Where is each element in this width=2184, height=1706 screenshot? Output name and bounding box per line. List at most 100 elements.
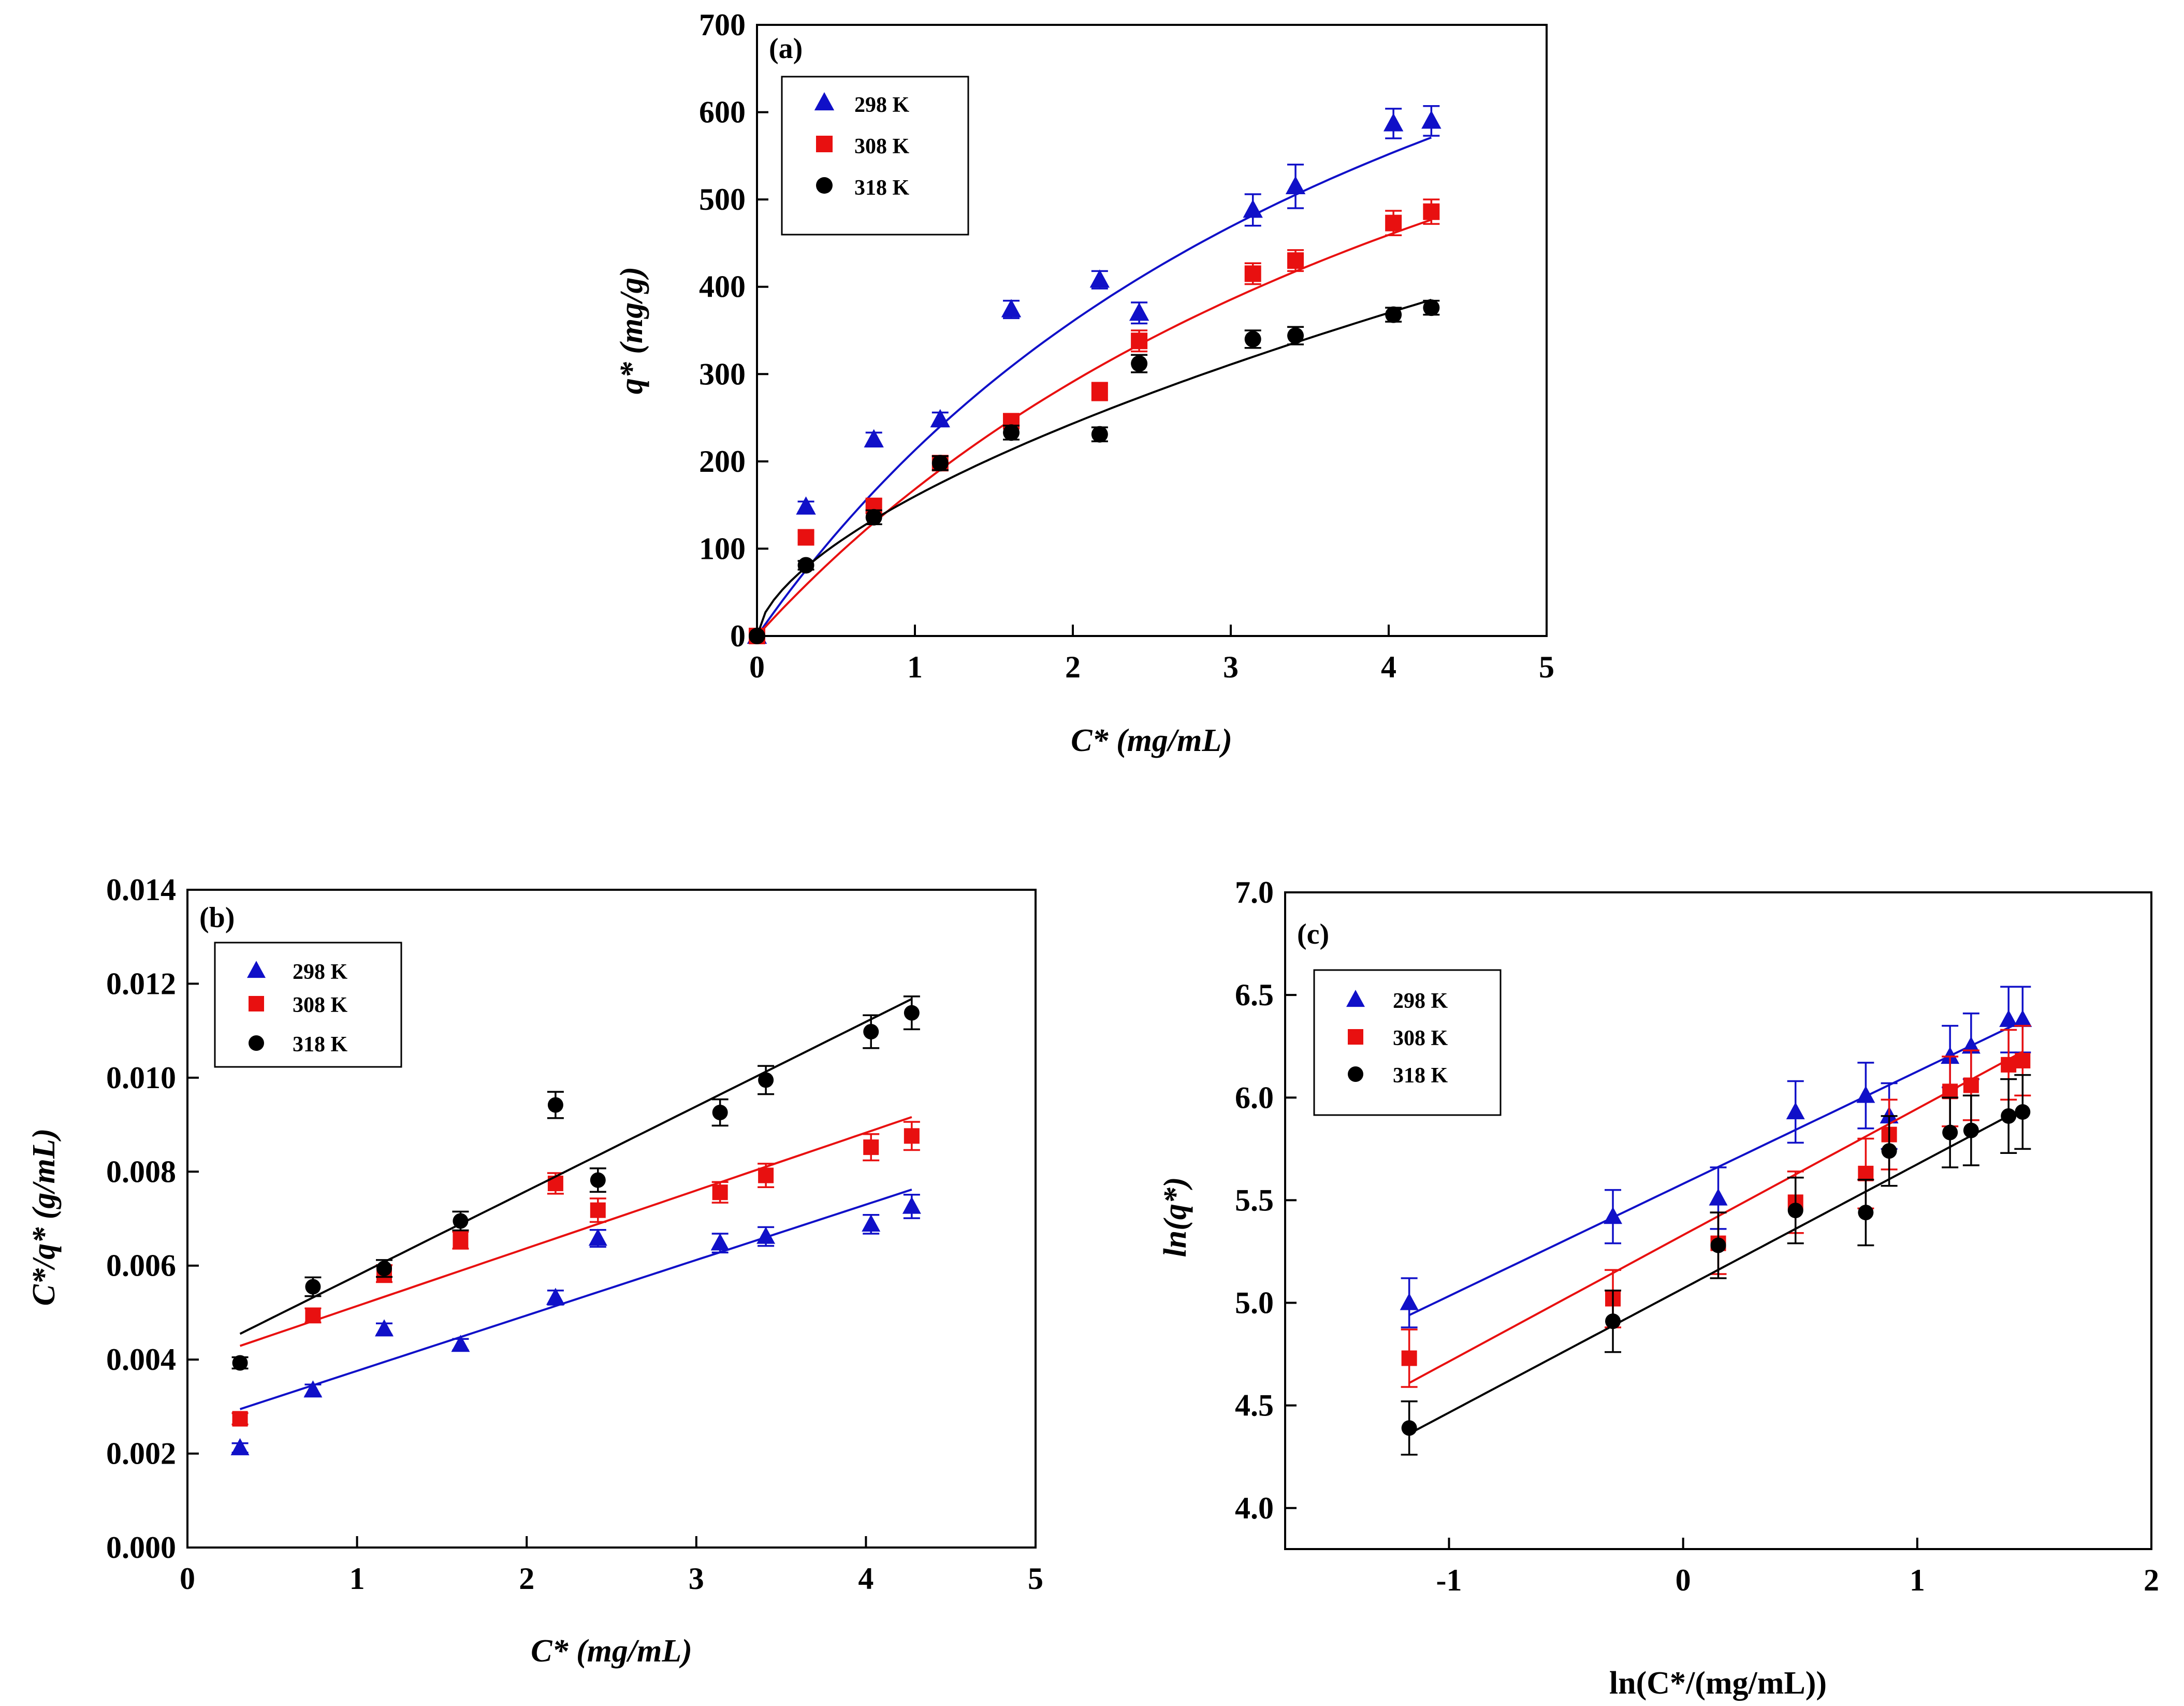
y-tick-label-a-5: 500 [699,182,746,216]
point-a-298K-7 [1243,199,1263,218]
panel-a-legend-318: 318 K [854,176,910,200]
point-a-298K-1 [796,496,816,515]
point-b-298K-7 [756,1226,776,1244]
x-tick-label-a-3: 3 [1223,650,1239,684]
x-tick-label-c-1: 0 [1676,1563,1691,1597]
panel-c-legend-318: 318 K [1393,1064,1448,1088]
panel-b-xlabel: C* (mg/mL) [531,1633,692,1669]
point-a-308K-6 [1131,332,1148,350]
panel-b-legend-318: 318 K [293,1033,348,1057]
point-b-298K-9 [902,1196,921,1214]
panel-a-legend-box [781,76,969,236]
point-b-298K-5 [588,1228,607,1246]
x-tick-label-b-5: 5 [1028,1562,1043,1596]
panel-c: -1 0 1 2 4.0 4.5 5.0 5.5 6.0 6.5 7.0 (c) ln(C*/(mg… [1158,875,2159,1701]
point-a-318K-9 [1385,306,1402,323]
point-b-298K-2 [375,1319,394,1337]
fit-line-b-318K [239,998,912,1335]
point-c-298K-1 [1604,1207,1623,1224]
point-b-308K-3 [453,1232,469,1248]
y-tick-label-a-4: 400 [699,270,746,304]
point-c-298K-4 [1856,1086,1875,1103]
legend-marker-c-308K [1348,1029,1363,1045]
legend-marker-a-308K [816,136,833,152]
panel-c-ticks: -1 0 1 2 4.0 4.5 5.0 5.5 6.0 6.5 7.0 [1235,875,2159,1597]
panel-a-legend-298: 298 K [854,93,910,117]
point-c-318K-0 [1401,1420,1417,1436]
point-c-318K-8 [2001,1108,2017,1124]
point-b-318K-9 [904,1005,920,1021]
point-b-298K-1 [303,1380,323,1398]
x-tick-label-b-2: 2 [519,1562,534,1596]
x-tick-label-b-1: 1 [350,1562,365,1596]
point-b-308K-4 [547,1175,563,1191]
y-tick-label-b-7: 0.014 [106,873,176,907]
point-a-298K-8 [1285,176,1306,194]
point-b-318K-2 [376,1261,392,1277]
panel-a-xlabel: C* (mg/mL) [1071,723,1232,758]
point-b-308K-0 [232,1411,248,1427]
point-c-318K-6 [1942,1124,1958,1140]
point-a-298K-9 [1383,113,1404,132]
fit-line-a-298K [756,136,1432,637]
panel-a: 0 1 2 3 4 5 0 100 200 300 400 500 600 700 (a) C* (mg/… [614,8,1554,758]
point-a-318K-10 [1423,299,1440,316]
y-tick-label-c-0: 4.0 [1235,1491,1274,1525]
point-b-308K-7 [758,1167,774,1183]
legend-marker-c-298K [1346,990,1365,1007]
panel-b-legend-markers [247,961,266,1051]
panel-c-ylabel: ln(q*) [1158,1177,1193,1257]
point-c-318K-7 [1963,1122,1979,1138]
point-b-318K-8 [863,1023,879,1039]
y-tick-label-a-0: 0 [730,619,746,653]
point-a-318K-8 [1287,327,1304,344]
point-b-298K-8 [862,1214,881,1232]
point-c-318K-2 [1710,1237,1726,1253]
panel-a-legend: 298 K 308 K 318 K [781,76,969,236]
y-tick-label-b-5: 0.010 [106,1061,176,1095]
point-a-308K-9 [1385,214,1402,232]
point-c-318K-3 [1787,1203,1803,1219]
fit-line-c-308K [1408,1051,2023,1384]
y-tick-label-b-4: 0.008 [106,1154,176,1189]
point-a-318K-1 [797,557,814,574]
point-c-298K-0 [1400,1293,1419,1310]
point-c-308K-0 [1401,1350,1417,1366]
point-b-298K-0 [230,1438,250,1455]
point-c-298K-6 [1941,1047,1960,1064]
x-tick-label-a-4: 4 [1381,650,1396,684]
panel-c-frame [1284,891,2152,1550]
point-b-318K-4 [547,1097,563,1113]
point-b-318K-7 [758,1072,774,1088]
panel-b-legend: 298 K 308 K 318 K [214,942,402,1068]
y-tick-label-a-2: 200 [699,444,746,479]
y-tick-label-c-3: 5.5 [1235,1183,1274,1217]
point-c-308K-7 [1963,1077,1979,1093]
point-a-318K-4 [1003,424,1020,441]
point-c-298K-8 [1999,1009,2018,1027]
point-c-318K-9 [2015,1104,2031,1120]
panel-a-marks [747,105,1442,644]
point-a-298K-10 [1421,110,1442,129]
panel-c-marks [1400,986,2032,1456]
x-tick-label-a-0: 0 [749,650,765,684]
y-tick-label-a-7: 700 [699,8,746,42]
panel-b-legend-298: 298 K [293,960,348,984]
panel-a-legend-markers [814,92,835,194]
point-b-298K-6 [710,1233,730,1251]
panel-b: 0 1 2 3 4 5 0.000 0.002 0.004 0.006 0.008 0.010 0.01… [26,873,1043,1669]
point-a-318K-6 [1131,355,1148,372]
panel-b-ylabel: C*/q* (g/mL) [26,1129,62,1306]
legend-marker-b-298K [247,961,266,978]
point-c-298K-7 [1961,1036,1981,1054]
x-tick-label-b-3: 3 [689,1562,704,1596]
x-tick-label-a-1: 1 [907,650,923,684]
panel-c-legend-308: 308 K [1393,1027,1448,1050]
panel-a-legend-308: 308 K [854,135,910,158]
point-c-298K-3 [1786,1102,1805,1120]
x-tick-label-c-2: 1 [1910,1563,1925,1597]
point-a-308K-8 [1287,252,1304,269]
y-tick-label-b-3: 0.006 [106,1249,176,1283]
point-a-308K-7 [1244,265,1261,282]
